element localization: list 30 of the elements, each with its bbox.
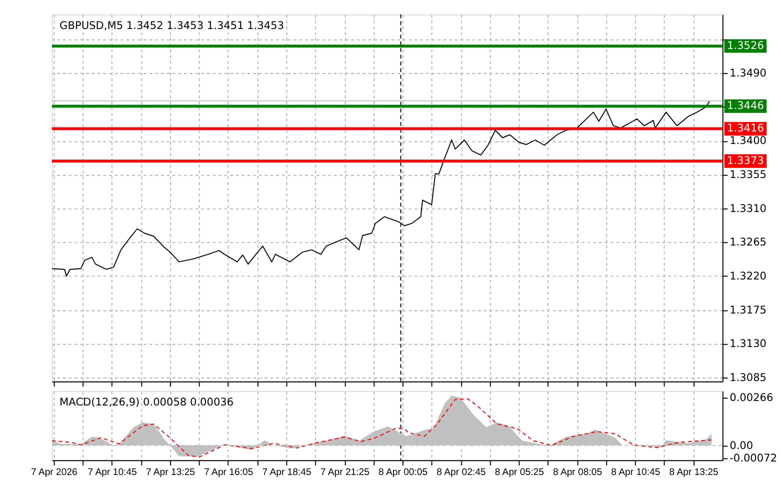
ref-line-label: 1.3373 [727, 154, 764, 167]
ref-line-label: 1.3446 [727, 100, 764, 112]
ref-line-label: 1.3416 [727, 122, 764, 135]
y-tick-label: 1.3085 [730, 372, 767, 384]
ref-line-label: 1.3526 [727, 40, 764, 52]
y-tick-label: 1.3130 [730, 338, 767, 350]
text: MACD(12,26,9) 0.00058 0.00036 [60, 396, 234, 408]
x-tick-label: 7 Apr 10:45 [88, 467, 137, 478]
x-tick-label: 7 Apr 21:25 [320, 467, 370, 478]
x-tick-label: 8 Apr 08:05 [552, 467, 602, 478]
y-tick-label: 1.3265 [730, 236, 767, 249]
y-tick-label: -0.00072 [730, 452, 778, 465]
y-tick-label: 1.3400 [730, 135, 767, 148]
x-tick-label: 8 Apr 02:45 [436, 467, 486, 478]
y-tick-label: 1.3220 [730, 270, 767, 282]
y-tick-label: 0.00 [730, 440, 754, 452]
y-tick-label: 0.00266 [730, 392, 774, 404]
y-tick-label: 1.3310 [730, 202, 767, 215]
y-tick-label: 1.3490 [730, 67, 767, 80]
x-tick-label: 7 Apr 2026 [30, 467, 78, 478]
x-tick-label: 8 Apr 00:05 [378, 467, 428, 478]
y-tick-label: 1.3175 [730, 304, 767, 316]
x-tick-label: 7 Apr 16:05 [204, 467, 254, 478]
text: GBPUSD,M5 1.3452 1.3453 1.3451 1.3453 [60, 20, 284, 32]
x-tick-label: 8 Apr 13:25 [669, 467, 718, 478]
x-tick-label: 8 Apr 05:25 [494, 467, 544, 478]
x-tick-label: 7 Apr 18:45 [262, 467, 312, 478]
x-tick-label: 8 Apr 10:45 [611, 467, 660, 478]
x-tick-label: 7 Apr 13:25 [146, 467, 196, 478]
y-tick-label: 1.3355 [730, 168, 767, 181]
